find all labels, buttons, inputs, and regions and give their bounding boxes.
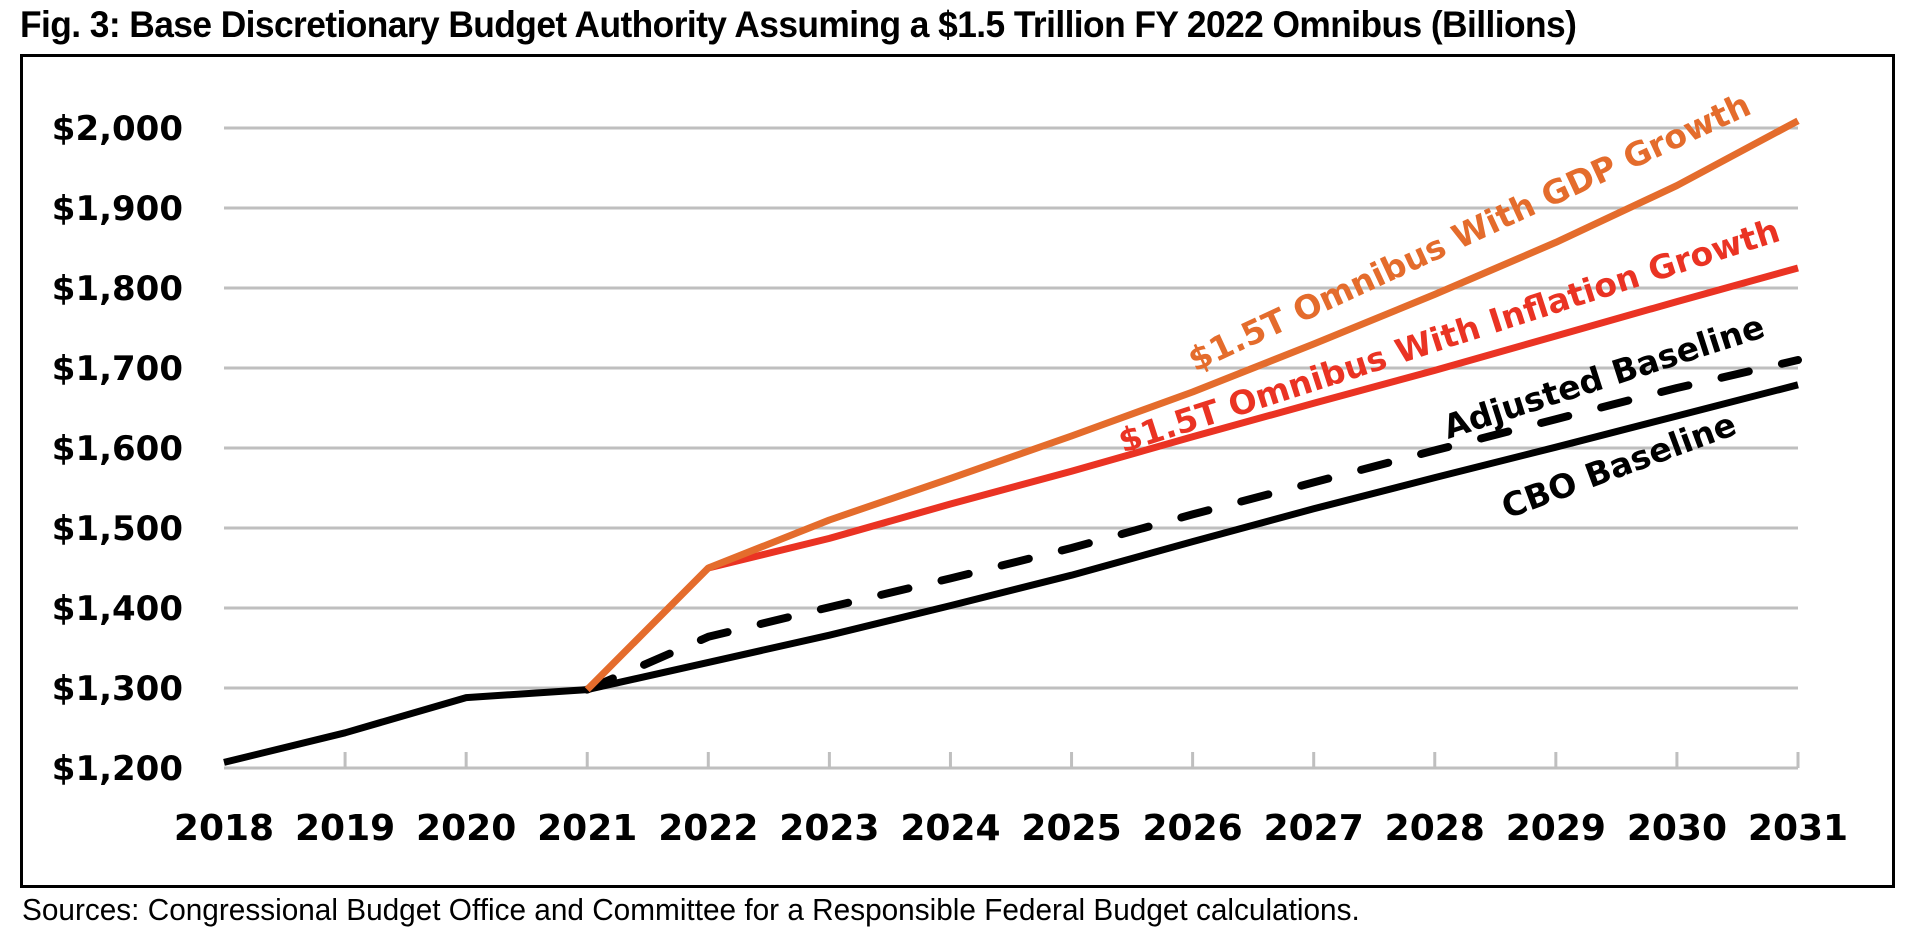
x-tick-label: 2020 [416, 808, 516, 849]
x-tick-label: 2025 [1021, 808, 1121, 849]
y-axis-ticks: $1,200 $1,300 $1,400 $1,500 $1,600 $1,700 $1,8… [52, 109, 183, 789]
x-tick-label: 2031 [1748, 808, 1848, 849]
y-tick-label: $1,800 [52, 269, 183, 309]
series-line-gdp-growth [584, 117, 1800, 693]
y-tick-label: $1,400 [52, 589, 183, 629]
source-note: Sources: Congressional Budget Office and… [22, 892, 1360, 927]
series-line-adjusted-baseline [583, 356, 1802, 694]
y-tick-label: $2,000 [52, 109, 183, 149]
series-lines [223, 117, 1802, 766]
y-tick-label: $1,700 [52, 349, 183, 389]
x-tick-label: 2018 [174, 808, 274, 849]
x-tick-label: 2021 [537, 808, 637, 849]
gridlines [224, 126, 1800, 770]
series-labels: $1.5T Omnibus With GDP Growth$1.5T Omnib… [1113, 85, 1784, 527]
x-tick-label: 2026 [1143, 808, 1243, 849]
x-tick-label: 2028 [1385, 808, 1485, 849]
y-tick-label: $1,500 [52, 509, 183, 549]
line-chart: $1,200 $1,300 $1,400 $1,500 $1,600 $1,700 $1,8… [52, 85, 1848, 849]
label-cbo-baseline: CBO Baseline [1496, 404, 1741, 526]
series-line-inflation-growth [707, 264, 1799, 572]
x-tick-label: 2024 [900, 808, 1000, 849]
series-line-cbo-baseline [223, 381, 1799, 766]
x-tick-label: 2029 [1506, 808, 1606, 849]
x-tick-label: 2023 [779, 808, 879, 849]
y-tick-label: $1,300 [52, 669, 183, 709]
x-tick-label: 2019 [295, 808, 395, 849]
x-axis-ticks: 2018 2019 2020 2021 2022 2023 2024 2025 2026 2027… [174, 808, 1848, 849]
chart-title: Fig. 3: Base Discretionary Budget Author… [20, 4, 1577, 45]
y-tick-label: $1,600 [52, 429, 183, 469]
x-tick-label: 2030 [1627, 808, 1727, 849]
x-tick-label: 2022 [658, 808, 758, 849]
y-tick-label: $1,200 [52, 749, 183, 789]
x-tick-label: 2027 [1264, 808, 1364, 849]
chart-frame: $1,200 $1,300 $1,400 $1,500 $1,600 $1,700 $1,8… [20, 54, 1895, 888]
y-tick-label: $1,900 [52, 189, 183, 229]
